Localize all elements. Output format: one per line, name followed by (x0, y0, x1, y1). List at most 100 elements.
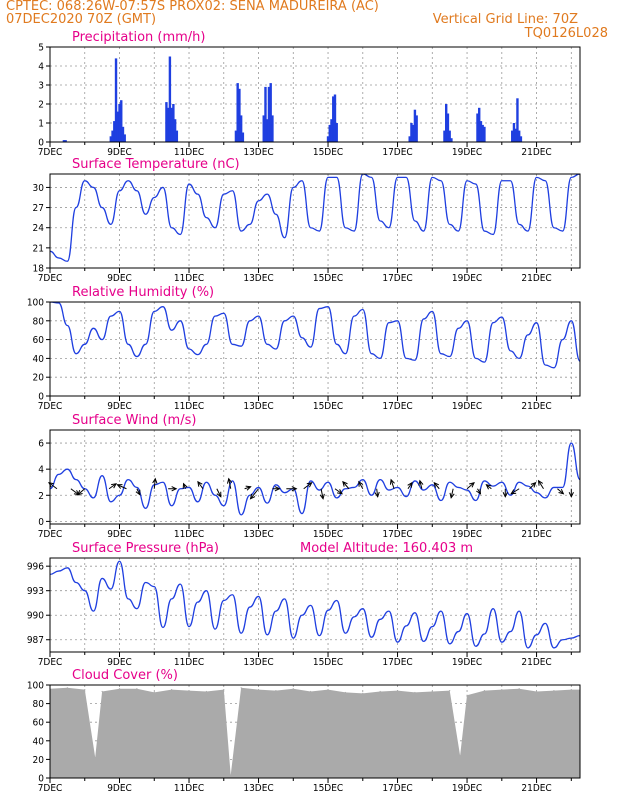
panel-subtitle: Model Altitude: 160.403 m (300, 541, 473, 556)
xtick-label: 9DEC (107, 529, 132, 540)
cloud-point (275, 689, 277, 692)
wind-vector-head (358, 480, 364, 487)
xtick-label: 19DEC (452, 401, 482, 412)
header-line2-left: 07DEC2020 70Z (GMT) (6, 12, 157, 27)
precip-bar (444, 104, 448, 142)
precip-bar (120, 100, 123, 142)
xtick-label: 19DEC (452, 529, 482, 540)
xtick-label: 7DEC (38, 273, 63, 284)
ytick-label: 80 (33, 316, 45, 327)
precip-bar (269, 83, 272, 142)
precip-bar (483, 126, 486, 142)
precip-bar (168, 56, 172, 142)
precip-bar (332, 96, 335, 142)
xtick-label: 7DEC (38, 401, 63, 412)
ytick-label: 18 (33, 264, 45, 275)
cloud-point (310, 690, 312, 693)
wind-vector-head (485, 484, 492, 490)
precip-bar (271, 115, 274, 142)
xtick-label: 7DEC (38, 529, 63, 540)
wind-vector (407, 482, 413, 490)
wind-vector (334, 488, 343, 495)
cloud-point (570, 689, 572, 691)
xtick-label: 9DEC (107, 273, 132, 284)
wind-vector (216, 488, 222, 497)
wind-vector (153, 478, 156, 489)
cloud-point (362, 692, 364, 694)
wind-vector (117, 484, 127, 490)
wind-vector (510, 488, 520, 495)
wind-vector (250, 488, 259, 500)
xtick-label: 7DEC (38, 657, 63, 668)
xtick-label: 19DEC (452, 273, 482, 284)
cloud-point (101, 690, 103, 693)
wind-vector-head (182, 482, 188, 489)
wind-vector-head (568, 492, 574, 498)
xtick-label: 11DEC (174, 147, 204, 158)
precip-bar (328, 124, 331, 142)
cloud-cover-area (50, 687, 580, 778)
precip-bar (165, 102, 168, 142)
ytick-label: 60 (33, 335, 45, 346)
panel-frame (49, 301, 581, 397)
cloud-point (344, 691, 347, 694)
precip-bar (267, 86, 271, 142)
xtick-label: 19DEC (452, 783, 482, 794)
wind-vector (77, 488, 86, 496)
precip-bar (481, 124, 484, 142)
xtick-label: 7DEC (38, 147, 63, 158)
precip-bar (326, 136, 330, 142)
cloud-point (327, 689, 329, 691)
panel-title: Surface Wind (m/s) (72, 413, 196, 428)
panel-frame (49, 684, 581, 779)
panel-5: 0 20 40 60 80 100 7DEC 9DEC 11DEC 13DEC 15DEC 17DEC… (27, 668, 581, 794)
precip-bar (111, 130, 114, 142)
precip-bar (262, 115, 265, 142)
panel-frame (49, 173, 581, 269)
precip-bar (114, 58, 118, 142)
ytick-label: 20 (33, 373, 45, 384)
cloud-point (257, 689, 260, 691)
xtick-label: 11DEC (174, 529, 204, 540)
ytick-label: 24 (33, 223, 45, 234)
xtick-label: 13DEC (243, 529, 273, 540)
header-line3-right: TQ0126L028 (524, 26, 608, 41)
wind-vector (228, 478, 232, 489)
xtick-label: 13DEC (243, 657, 273, 668)
precip-bar (116, 111, 119, 142)
wind-vector (557, 488, 564, 495)
xtick-label: 13DEC (243, 147, 273, 158)
wind-vector (376, 488, 379, 497)
xtick-label: 17DEC (382, 783, 412, 794)
cloud-point (449, 689, 451, 692)
wind-vector-head (374, 491, 380, 498)
precip-bar (238, 88, 241, 142)
cloud-point (379, 690, 381, 693)
xtick-label: 15DEC (313, 273, 343, 284)
precip-bar (476, 113, 479, 142)
xtick-label: 17DEC (382, 273, 412, 284)
xtick-label: 15DEC (313, 529, 343, 540)
ytick-label: 1 (38, 119, 44, 130)
series-line (50, 442, 580, 516)
xtick-label: 13DEC (243, 273, 273, 284)
wind-vector-head (407, 481, 413, 488)
ytick-label: 0 (38, 392, 44, 403)
wind-vector-head (226, 477, 233, 484)
cloud-point (483, 689, 486, 692)
precip-bar (448, 130, 451, 142)
xtick-label: 17DEC (382, 529, 412, 540)
xtick-label: 15DEC (313, 147, 343, 158)
xtick-label: 11DEC (174, 273, 204, 284)
xtick-label: 17DEC (382, 147, 412, 158)
precip-bar (239, 115, 243, 142)
wind-vector-head (502, 492, 508, 498)
panel-title: Surface Temperature (nC) (72, 157, 240, 172)
ytick-label: 27 (33, 203, 44, 214)
xtick-label: 15DEC (313, 657, 343, 668)
wind-vector-head (476, 488, 482, 495)
ytick-label: 40 (33, 736, 45, 747)
precip-bar (172, 104, 175, 142)
wind-vector (342, 481, 350, 490)
cloud-point (240, 687, 242, 689)
